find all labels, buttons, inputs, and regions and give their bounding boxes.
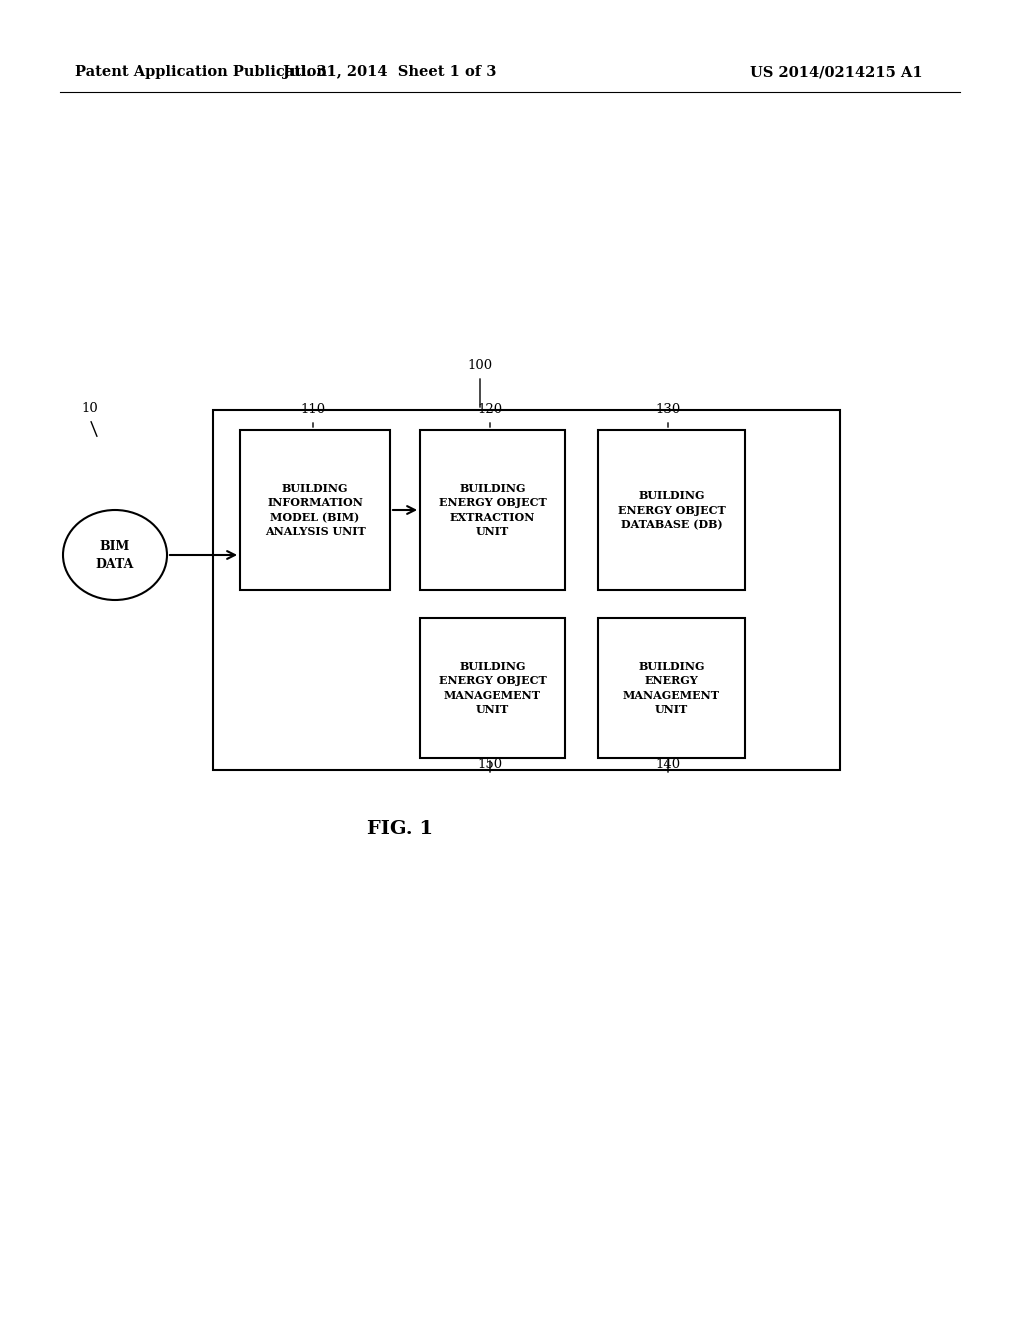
Text: US 2014/0214215 A1: US 2014/0214215 A1 bbox=[750, 65, 923, 79]
Bar bbox=[420, 430, 565, 590]
Text: Jul. 31, 2014  Sheet 1 of 3: Jul. 31, 2014 Sheet 1 of 3 bbox=[284, 65, 497, 79]
Bar bbox=[598, 618, 745, 758]
Text: 140: 140 bbox=[655, 758, 681, 771]
Text: BUILDING
INFORMATION
MODEL (BIM)
ANALYSIS UNIT: BUILDING INFORMATION MODEL (BIM) ANALYSI… bbox=[264, 483, 366, 537]
Text: Patent Application Publication: Patent Application Publication bbox=[75, 65, 327, 79]
Bar bbox=[420, 618, 565, 758]
Text: 100: 100 bbox=[467, 359, 493, 372]
Bar bbox=[598, 430, 745, 590]
Text: 110: 110 bbox=[300, 403, 326, 416]
Text: 10: 10 bbox=[82, 403, 98, 414]
Bar bbox=[213, 411, 840, 770]
Text: 130: 130 bbox=[655, 403, 681, 416]
Text: BUILDING
ENERGY OBJECT
DATABASE (DB): BUILDING ENERGY OBJECT DATABASE (DB) bbox=[617, 490, 725, 531]
Ellipse shape bbox=[63, 510, 167, 601]
Bar bbox=[240, 430, 390, 590]
Text: BIM
DATA: BIM DATA bbox=[96, 540, 134, 570]
Text: BUILDING
ENERGY OBJECT
EXTRACTION
UNIT: BUILDING ENERGY OBJECT EXTRACTION UNIT bbox=[438, 483, 547, 537]
Text: 120: 120 bbox=[477, 403, 503, 416]
Text: BUILDING
ENERGY
MANAGEMENT
UNIT: BUILDING ENERGY MANAGEMENT UNIT bbox=[623, 660, 720, 715]
Text: 150: 150 bbox=[477, 758, 503, 771]
Text: FIG. 1: FIG. 1 bbox=[367, 820, 433, 838]
Text: BUILDING
ENERGY OBJECT
MANAGEMENT
UNIT: BUILDING ENERGY OBJECT MANAGEMENT UNIT bbox=[438, 660, 547, 715]
